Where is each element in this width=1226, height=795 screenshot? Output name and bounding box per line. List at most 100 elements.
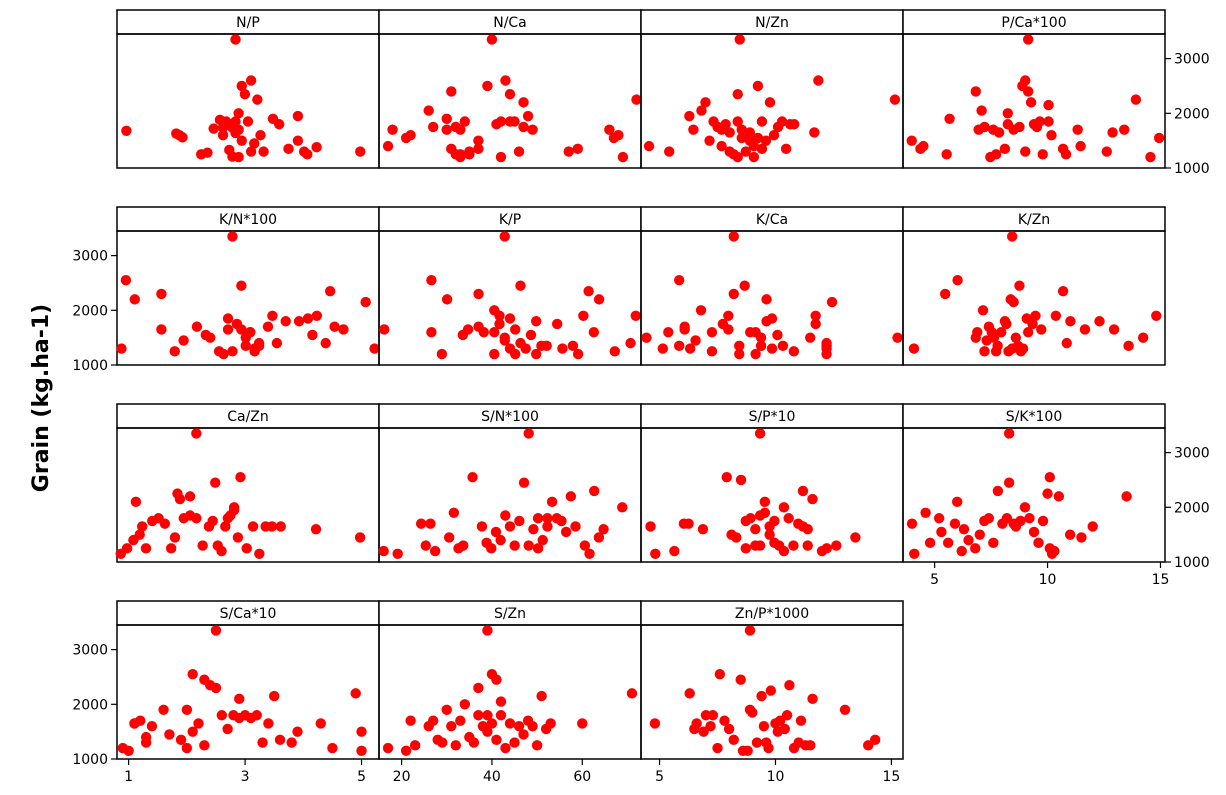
data-point bbox=[500, 75, 511, 86]
data-point bbox=[1076, 532, 1087, 543]
x-tick-label: 15 bbox=[1152, 572, 1170, 588]
panel-10: S/P*10 bbox=[640, 403, 904, 563]
data-point bbox=[720, 119, 731, 130]
y-tick-label: 2000 bbox=[1174, 500, 1210, 516]
data-point bbox=[1003, 428, 1015, 439]
data-point bbox=[197, 540, 208, 551]
panel-title: S/K*100 bbox=[1006, 409, 1063, 425]
data-point bbox=[625, 337, 636, 349]
data-point bbox=[584, 548, 595, 559]
data-point bbox=[227, 346, 238, 357]
data-point bbox=[1101, 146, 1112, 157]
data-point bbox=[218, 348, 229, 360]
data-point bbox=[769, 515, 780, 527]
panel-title: K/Zn bbox=[1018, 212, 1050, 228]
data-point bbox=[486, 543, 497, 554]
data-point bbox=[734, 340, 745, 352]
data-point bbox=[577, 718, 588, 729]
data-point bbox=[1022, 326, 1034, 338]
data-point bbox=[1137, 332, 1149, 343]
panel-strip bbox=[640, 403, 904, 429]
panel-plot-area bbox=[640, 624, 904, 760]
data-point bbox=[420, 540, 431, 551]
data-point bbox=[716, 140, 727, 152]
x-tick-label: 5 bbox=[930, 572, 939, 588]
panel-9: S/N*100 bbox=[378, 403, 642, 563]
data-point bbox=[1065, 316, 1076, 327]
data-point bbox=[1151, 310, 1162, 321]
data-point bbox=[169, 532, 181, 543]
data-point bbox=[216, 545, 227, 557]
data-point bbox=[495, 116, 507, 127]
data-point bbox=[459, 116, 471, 127]
data-point bbox=[909, 548, 920, 559]
panel-8: Ca/Zn bbox=[115, 403, 380, 563]
data-point bbox=[1014, 280, 1025, 291]
data-point bbox=[589, 485, 600, 497]
data-point bbox=[992, 485, 1004, 497]
data-point bbox=[684, 688, 695, 699]
panel-strip bbox=[902, 206, 1166, 232]
data-point bbox=[509, 116, 520, 127]
data-point bbox=[292, 726, 303, 737]
data-point bbox=[807, 493, 818, 505]
panel-title: K/P bbox=[499, 212, 521, 228]
data-point bbox=[120, 275, 132, 286]
panel-5: K/P bbox=[378, 206, 642, 366]
data-point bbox=[541, 340, 552, 352]
data-point bbox=[760, 135, 772, 146]
data-point bbox=[1049, 545, 1060, 557]
data-point bbox=[245, 75, 257, 86]
data-point bbox=[518, 97, 529, 108]
panel-title: N/P bbox=[236, 15, 260, 31]
data-point bbox=[626, 688, 638, 699]
data-point bbox=[494, 310, 505, 321]
data-point bbox=[292, 135, 304, 146]
data-point bbox=[193, 718, 204, 729]
data-point bbox=[271, 337, 283, 349]
data-point bbox=[532, 543, 544, 554]
data-point bbox=[617, 502, 628, 513]
data-point bbox=[286, 737, 297, 748]
data-point bbox=[1033, 537, 1044, 549]
y-tick-label: 3000 bbox=[1174, 52, 1210, 68]
data-point bbox=[807, 693, 818, 705]
data-point bbox=[752, 132, 764, 144]
data-point bbox=[525, 329, 537, 341]
data-point bbox=[280, 316, 291, 327]
data-point bbox=[617, 151, 629, 163]
data-point bbox=[267, 310, 278, 321]
data-point bbox=[979, 346, 990, 357]
data-point bbox=[809, 127, 820, 138]
data-point bbox=[441, 294, 453, 305]
data-point bbox=[795, 715, 807, 726]
data-point bbox=[1043, 99, 1054, 111]
data-point bbox=[233, 108, 244, 119]
data-point bbox=[958, 523, 970, 535]
data-point bbox=[579, 540, 591, 551]
data-point bbox=[255, 129, 266, 141]
data-point bbox=[491, 734, 502, 746]
data-point bbox=[473, 288, 484, 300]
data-point bbox=[269, 690, 280, 702]
data-point bbox=[500, 510, 511, 521]
data-point bbox=[490, 526, 502, 538]
data-point bbox=[940, 288, 951, 300]
data-point bbox=[324, 285, 336, 297]
data-point bbox=[979, 121, 990, 133]
data-point bbox=[759, 496, 771, 508]
data-point bbox=[933, 513, 945, 524]
data-point bbox=[1064, 529, 1076, 540]
data-point bbox=[732, 88, 743, 100]
data-point bbox=[156, 324, 167, 335]
data-point bbox=[515, 280, 526, 291]
data-point bbox=[165, 543, 177, 554]
panel-plot-area bbox=[378, 427, 642, 563]
panel-title: Zn/P*1000 bbox=[735, 606, 809, 622]
panel-title: S/Ca*10 bbox=[220, 606, 277, 622]
data-point bbox=[593, 532, 605, 543]
data-point bbox=[742, 745, 753, 756]
data-point bbox=[233, 124, 244, 135]
data-point bbox=[1046, 129, 1057, 141]
